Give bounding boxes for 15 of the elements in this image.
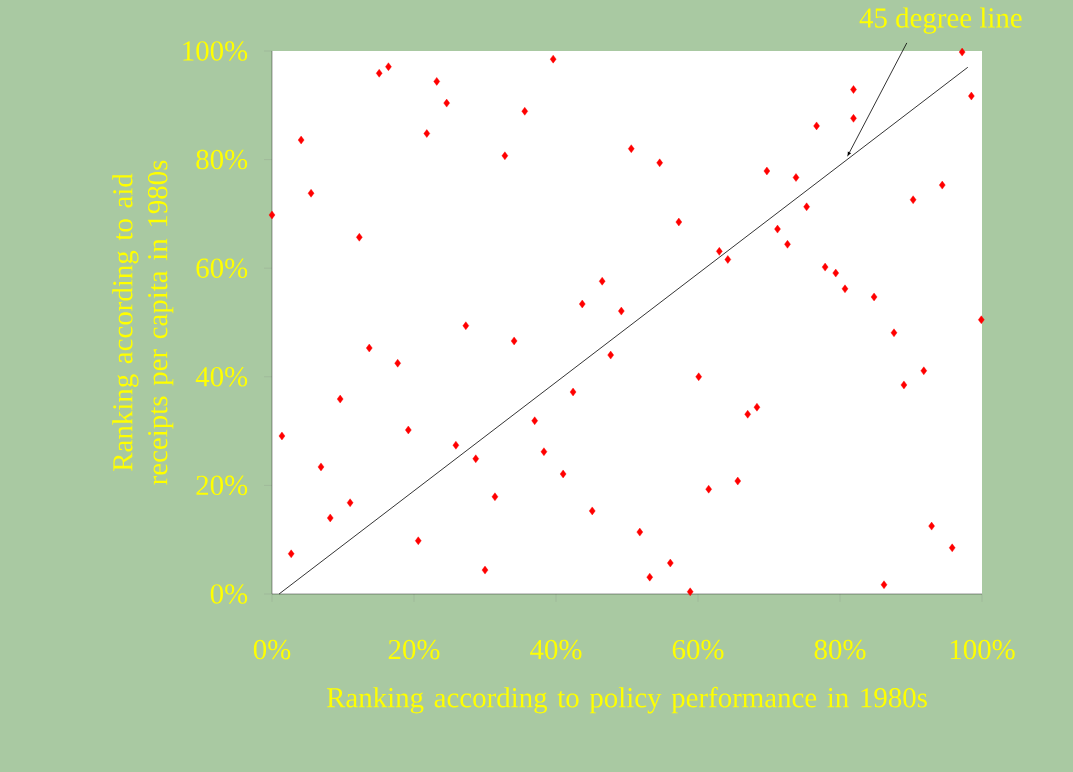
x-tick-label: 60% bbox=[672, 639, 724, 660]
x-tick-label: 40% bbox=[530, 639, 582, 660]
y-tick-label: 80% bbox=[196, 149, 248, 170]
x-tick-label: 0% bbox=[253, 639, 291, 660]
y-tick-label: 60% bbox=[196, 258, 248, 278]
y-tick-label: 40% bbox=[195, 366, 248, 387]
x-tick-label: 80% bbox=[814, 639, 866, 660]
y-tick-label: 100% bbox=[183, 41, 248, 61]
y-tick-label: 0% bbox=[210, 584, 248, 604]
annotation: 45 degree line bbox=[859, 7, 1022, 34]
x-tick-label: 100% bbox=[950, 639, 1015, 660]
y-axis-title: Ranking according to aid receipts per capita in 1980s bbox=[112, 160, 174, 485]
x-axis-title: Ranking according to policy performance in 1980s bbox=[326, 686, 927, 714]
y-tick-label: 20% bbox=[196, 475, 248, 496]
x-tick-label: 20% bbox=[388, 639, 440, 660]
